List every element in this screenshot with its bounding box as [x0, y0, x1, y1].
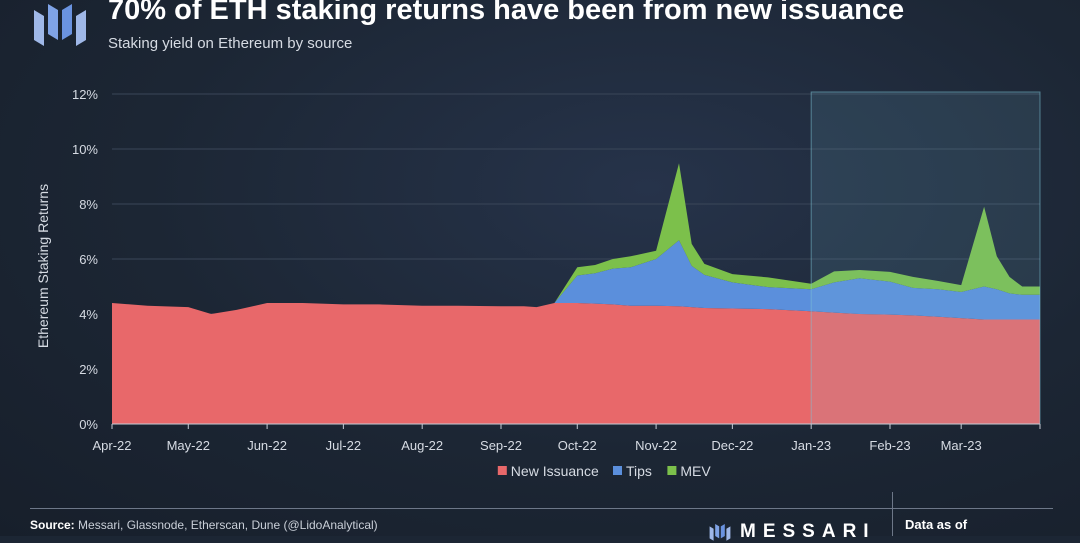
y-tick-label: 4%	[79, 307, 98, 322]
tips-area	[112, 240, 1040, 320]
messari-logo-icon	[34, 4, 86, 46]
legend-label: New Issuance	[511, 463, 599, 479]
brand-name: MESSARI	[740, 521, 876, 542]
legend-item: Tips	[613, 463, 652, 479]
axes	[111, 423, 1041, 429]
footer-separator	[892, 492, 893, 536]
chart-title: 70% of ETH staking returns have been fro…	[108, 0, 905, 26]
data-as-of: Data as of	[905, 517, 968, 532]
messari-mark-icon	[709, 524, 731, 541]
x-tick-label: Dec-22	[711, 438, 753, 453]
y-tick-labels: 0% 2% 4% 6% 8% 10% 12%	[72, 87, 98, 432]
x-tick-label: Sep-22	[480, 438, 522, 453]
y-tick-label: 8%	[79, 197, 98, 212]
legend-item: MEV	[667, 463, 711, 479]
y-tick-label: 2%	[79, 362, 98, 377]
legend-swatch	[667, 466, 677, 475]
y-tick-label: 12%	[72, 87, 98, 102]
source-note: Source: Messari, Glassnode, Etherscan, D…	[30, 518, 378, 532]
y-tick-label: 6%	[79, 252, 98, 267]
x-tick-label: Nov-22	[635, 438, 677, 453]
x-tick-label: Apr-22	[92, 438, 131, 453]
x-tick-label: Jan-23	[791, 438, 831, 453]
highlight-box	[810, 91, 1041, 425]
x-tick-label: Mar-23	[941, 438, 982, 453]
new-issuance-area	[112, 303, 1040, 424]
x-tick-label: Jun-22	[247, 438, 287, 453]
source-label: Source:	[30, 518, 75, 532]
y-tick-label: 0%	[79, 417, 98, 432]
x-tick-label: May-22	[167, 438, 210, 453]
x-tick-label: Feb-23	[869, 438, 910, 453]
legend-label: Tips	[626, 463, 652, 479]
legend-label: MEV	[680, 463, 711, 479]
brand: MESSARI	[708, 521, 876, 542]
chart-subtitle: Staking yield on Ethereum by source	[108, 35, 353, 52]
footer-divider	[30, 508, 1053, 509]
x-tick-label: Jul-22	[326, 438, 361, 453]
x-tick-labels: Apr-22 May-22 Jun-22 Jul-22 Aug-22 Sep-22 Oct-…	[92, 438, 981, 453]
x-tick-label: Oct-22	[558, 438, 597, 453]
stacked-areas	[112, 163, 1040, 424]
y-axis-label: Ethereum Staking Returns	[35, 184, 51, 348]
source-text: Messari, Glassnode, Etherscan, Dune (@Li…	[78, 518, 378, 532]
legend-item: New Issuance	[497, 463, 599, 479]
legend-swatch	[613, 466, 622, 475]
highlight-overlay	[810, 91, 1041, 425]
x-tick-label: Aug-22	[401, 438, 443, 453]
y-tick-label: 10%	[72, 142, 98, 157]
legend-swatch	[497, 466, 507, 475]
legend: New Issuance Tips MEV	[497, 463, 711, 479]
